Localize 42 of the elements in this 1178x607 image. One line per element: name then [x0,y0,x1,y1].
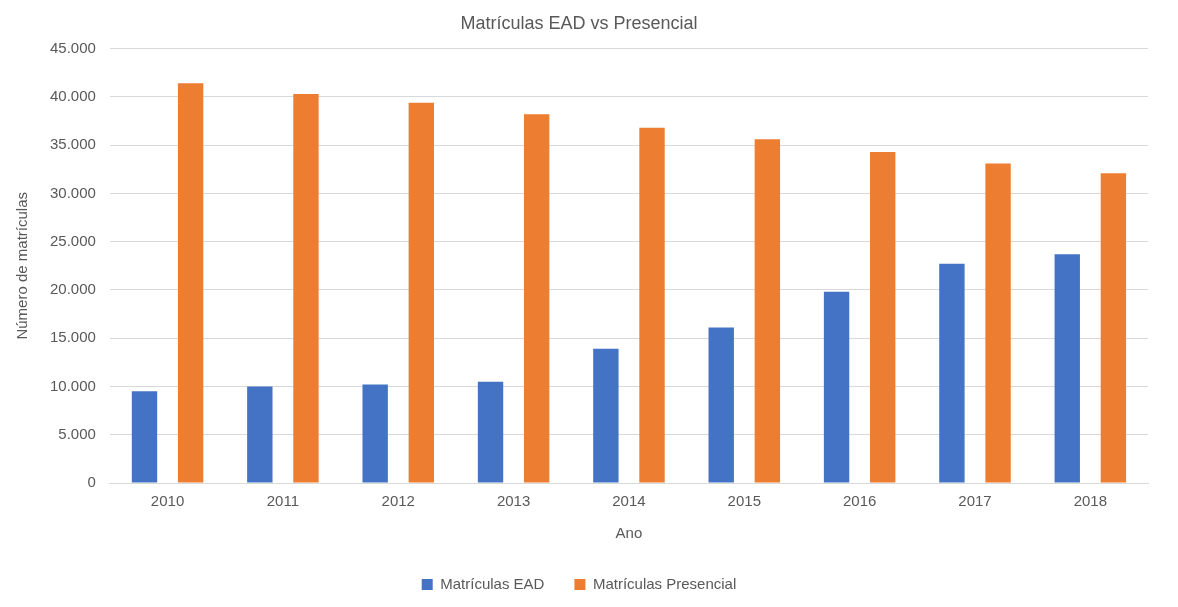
bar [939,263,965,483]
y-tick-label: 10.000 [49,376,96,394]
x-tick-label: 2010 [150,492,185,510]
bar [823,291,850,483]
y-tick-label: 5.000 [58,424,96,442]
y-tick-label: 30.000 [49,183,96,201]
y-tick-label: 35.000 [49,135,96,153]
x-tick-label: 2015 [727,492,761,510]
legend-label: Matrículas Presencial [592,574,737,592]
y-tick-label: 25.000 [49,231,96,249]
bar [1100,173,1127,483]
x-tick-label: 2017 [958,492,992,510]
bar [177,83,204,483]
x-tick-label: 2011 [266,492,300,510]
y-tick-label: 40.000 [49,87,96,105]
bar [708,327,734,483]
bar [131,391,158,483]
x-axis-title: Ano [615,524,643,542]
bar [247,386,273,483]
bar [408,102,434,483]
bar [870,151,896,483]
y-tick-label: 0 [87,473,96,491]
chart-title: Matrículas EAD vs Presencial [460,12,698,33]
bar [593,348,619,483]
x-tick-label: 2016 [842,492,877,510]
bar [523,114,550,483]
y-tick-label: 45.000 [49,38,96,56]
legend-label: Matrículas EAD [440,574,545,592]
y-axis-title: Número de matrículas [13,192,31,340]
x-tick-label: 2018 [1073,492,1108,510]
y-tick-label: 15.000 [49,328,96,346]
bar [477,381,504,483]
bar [362,384,388,483]
bar [293,93,319,483]
x-tick-label: 2013 [496,492,531,510]
bar [985,163,1011,483]
x-tick-label: 2014 [612,492,646,510]
y-tick-label: 20.000 [49,280,96,298]
bar [754,139,781,483]
bar [639,127,665,483]
bar [1054,254,1080,483]
x-tick-label: 2012 [381,492,415,510]
